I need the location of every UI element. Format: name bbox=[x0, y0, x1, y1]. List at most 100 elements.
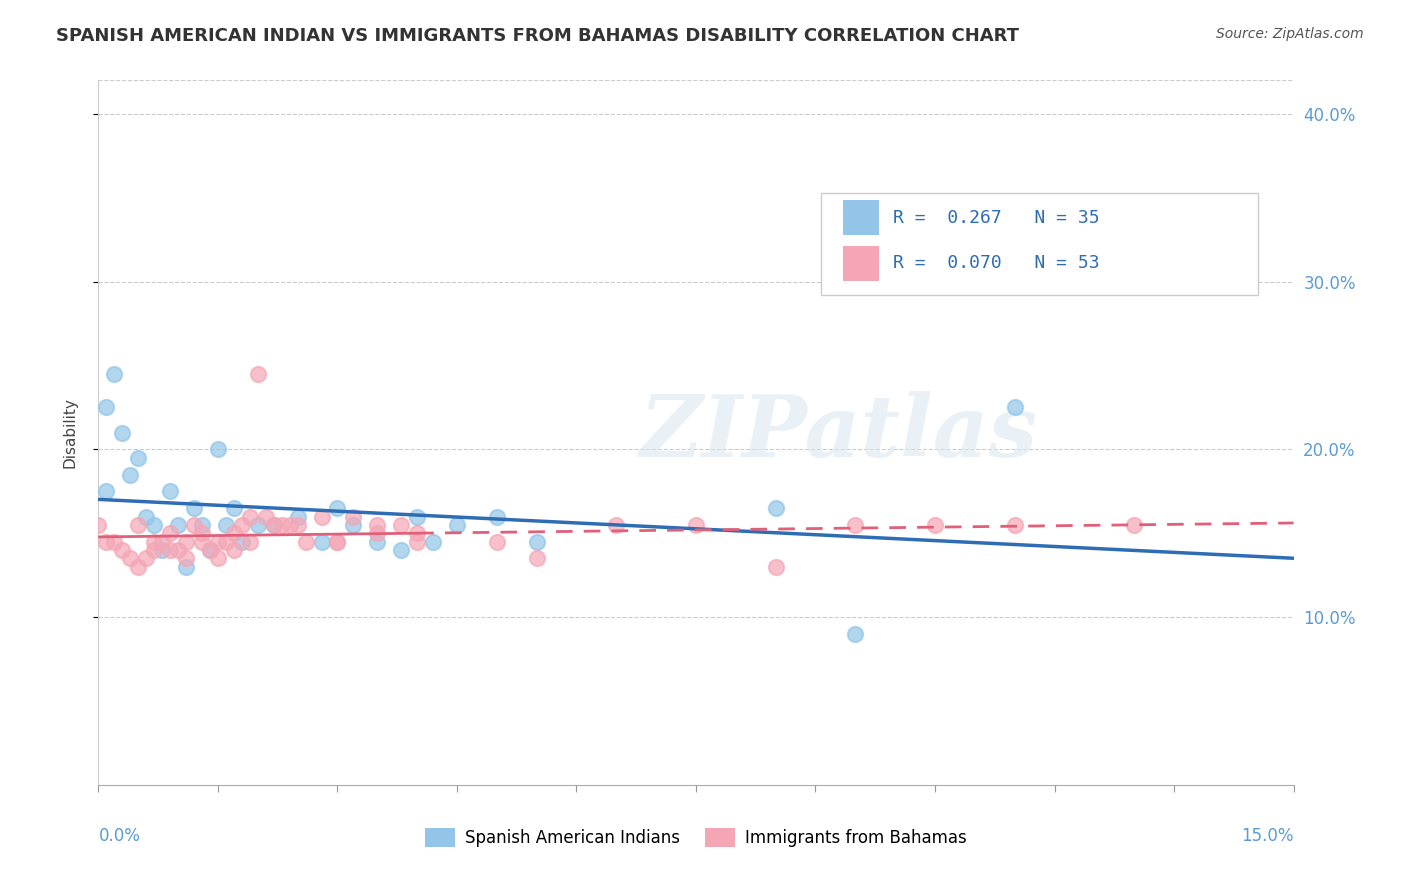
Point bbox=[1004, 517, 1026, 532]
Point bbox=[103, 367, 125, 381]
Point bbox=[246, 517, 269, 532]
Point bbox=[103, 534, 125, 549]
Text: Source: ZipAtlas.com: Source: ZipAtlas.com bbox=[1216, 27, 1364, 41]
Point bbox=[191, 526, 214, 541]
Point bbox=[159, 526, 181, 541]
Point bbox=[263, 517, 285, 532]
Point bbox=[120, 551, 142, 566]
Point bbox=[406, 534, 429, 549]
FancyBboxPatch shape bbox=[821, 193, 1258, 295]
Point bbox=[342, 517, 364, 532]
Point bbox=[231, 517, 253, 532]
Point bbox=[605, 517, 627, 532]
Point bbox=[446, 517, 468, 532]
Point bbox=[294, 534, 316, 549]
Y-axis label: Disability: Disability bbox=[63, 397, 77, 468]
Point bbox=[215, 517, 238, 532]
Point bbox=[183, 501, 205, 516]
Point bbox=[287, 517, 309, 532]
Point bbox=[120, 467, 142, 482]
Point bbox=[406, 526, 429, 541]
Point bbox=[685, 517, 707, 532]
Point bbox=[215, 534, 238, 549]
Point bbox=[222, 543, 245, 558]
Point bbox=[127, 559, 149, 574]
Point bbox=[270, 517, 292, 532]
Point bbox=[485, 534, 508, 549]
Point bbox=[143, 543, 166, 558]
Point bbox=[326, 534, 349, 549]
Point bbox=[422, 534, 444, 549]
FancyBboxPatch shape bbox=[844, 200, 879, 235]
Point bbox=[198, 543, 221, 558]
Text: R =  0.070   N = 53: R = 0.070 N = 53 bbox=[893, 254, 1099, 272]
Point bbox=[135, 509, 157, 524]
FancyBboxPatch shape bbox=[844, 246, 879, 281]
Text: SPANISH AMERICAN INDIAN VS IMMIGRANTS FROM BAHAMAS DISABILITY CORRELATION CHART: SPANISH AMERICAN INDIAN VS IMMIGRANTS FR… bbox=[56, 27, 1019, 45]
Point bbox=[485, 509, 508, 524]
Point bbox=[526, 551, 548, 566]
Point bbox=[366, 534, 388, 549]
Point bbox=[239, 534, 262, 549]
Point bbox=[96, 484, 118, 499]
Point bbox=[96, 534, 118, 549]
Text: 0.0%: 0.0% bbox=[98, 827, 141, 846]
Point bbox=[167, 543, 190, 558]
Point bbox=[366, 526, 388, 541]
Point bbox=[844, 517, 866, 532]
Point bbox=[127, 517, 149, 532]
Point bbox=[222, 526, 245, 541]
Point bbox=[207, 551, 229, 566]
Point bbox=[174, 534, 197, 549]
Point bbox=[222, 501, 245, 516]
Point bbox=[239, 509, 262, 524]
Point bbox=[150, 543, 173, 558]
Point bbox=[159, 543, 181, 558]
Point bbox=[844, 627, 866, 641]
Point bbox=[183, 517, 205, 532]
Point bbox=[127, 450, 149, 465]
Point bbox=[87, 517, 110, 532]
Point bbox=[231, 534, 253, 549]
Point bbox=[326, 534, 349, 549]
Point bbox=[326, 501, 349, 516]
Point bbox=[198, 543, 221, 558]
Point bbox=[311, 534, 333, 549]
Point bbox=[150, 534, 173, 549]
Point bbox=[765, 501, 787, 516]
Point bbox=[1004, 401, 1026, 415]
Point bbox=[111, 543, 134, 558]
Point bbox=[143, 534, 166, 549]
Point bbox=[342, 509, 364, 524]
Point bbox=[174, 559, 197, 574]
Text: ZIPatlas: ZIPatlas bbox=[640, 391, 1039, 475]
Point bbox=[191, 517, 214, 532]
Point bbox=[143, 517, 166, 532]
Text: 15.0%: 15.0% bbox=[1241, 827, 1294, 846]
Point bbox=[254, 509, 277, 524]
Point bbox=[526, 534, 548, 549]
Point bbox=[246, 367, 269, 381]
Point bbox=[311, 509, 333, 524]
Point bbox=[263, 517, 285, 532]
Point bbox=[1123, 517, 1146, 532]
Point bbox=[389, 517, 412, 532]
Point bbox=[207, 442, 229, 457]
Point bbox=[96, 401, 118, 415]
Text: R =  0.267   N = 35: R = 0.267 N = 35 bbox=[893, 209, 1099, 227]
Point bbox=[287, 509, 309, 524]
Point bbox=[278, 517, 301, 532]
Point bbox=[159, 484, 181, 499]
Point bbox=[191, 534, 214, 549]
Point bbox=[389, 543, 412, 558]
Legend: Spanish American Indians, Immigrants from Bahamas: Spanish American Indians, Immigrants fro… bbox=[419, 822, 973, 855]
Point bbox=[167, 517, 190, 532]
Point bbox=[174, 551, 197, 566]
Point bbox=[366, 517, 388, 532]
Point bbox=[924, 517, 946, 532]
Point bbox=[765, 559, 787, 574]
Point bbox=[111, 425, 134, 440]
Point bbox=[406, 509, 429, 524]
Point bbox=[207, 534, 229, 549]
Point bbox=[135, 551, 157, 566]
